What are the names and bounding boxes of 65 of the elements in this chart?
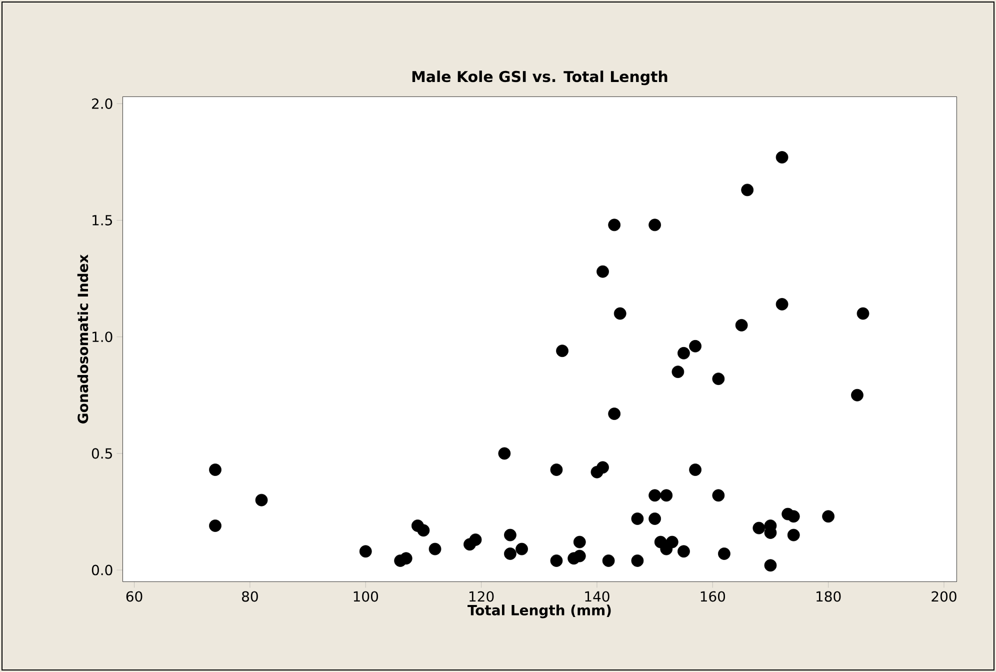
point — [417, 524, 430, 537]
point — [631, 512, 644, 525]
x-axis-title: Total Length (mm) — [468, 604, 611, 618]
point — [608, 218, 621, 232]
x-tick-label: 80 — [242, 591, 258, 602]
point — [672, 366, 684, 378]
point — [359, 545, 372, 558]
point — [504, 548, 516, 560]
point — [678, 346, 690, 360]
point — [689, 340, 702, 352]
point — [255, 494, 268, 506]
x-tick-label: 120 — [470, 591, 494, 602]
point — [602, 554, 615, 567]
point — [550, 464, 563, 476]
y-tick-label: 1.5 — [92, 215, 112, 226]
point — [718, 548, 730, 560]
point — [822, 510, 835, 523]
x-tick-label: 160 — [700, 591, 726, 602]
y-axis-title: Gonadosomatic Index — [77, 254, 88, 424]
point — [851, 388, 864, 402]
y-tick-label: 2.0 — [92, 98, 112, 109]
point — [573, 536, 586, 548]
x-tick-label: 180 — [816, 591, 841, 602]
point — [678, 545, 690, 558]
point — [614, 307, 626, 320]
point — [752, 522, 766, 534]
point — [550, 554, 563, 567]
point — [660, 489, 673, 502]
point — [787, 528, 800, 542]
point — [209, 464, 222, 476]
point — [631, 554, 644, 567]
y-tick-label: 0.5 — [92, 448, 112, 459]
point — [648, 512, 662, 525]
point — [504, 528, 516, 542]
point — [712, 489, 725, 502]
point — [469, 534, 482, 546]
x-tick-label: 200 — [932, 591, 956, 602]
point — [556, 344, 568, 358]
point — [400, 552, 412, 565]
y-tick-label: 0.0 — [92, 564, 112, 576]
point — [516, 542, 528, 556]
x-tick-label: 100 — [354, 591, 378, 602]
y-tick-label: 1.0 — [92, 332, 112, 342]
point — [608, 408, 621, 420]
chart-title: Male Kole GSI vs. Total Length — [412, 70, 668, 86]
x-tick-label: 60 — [126, 591, 142, 602]
point — [776, 151, 788, 164]
point — [596, 461, 609, 474]
point — [776, 298, 788, 310]
point — [764, 559, 777, 572]
point — [596, 265, 609, 278]
point — [689, 464, 702, 476]
point — [648, 489, 662, 502]
point — [735, 318, 748, 332]
point — [856, 307, 870, 320]
x-tick-label: 140 — [585, 591, 610, 602]
point — [712, 372, 725, 386]
point — [428, 542, 442, 556]
point — [498, 447, 511, 460]
point — [666, 536, 678, 548]
point — [648, 218, 662, 232]
point — [573, 550, 586, 562]
point — [741, 184, 754, 196]
point — [787, 510, 800, 523]
point — [209, 520, 222, 532]
